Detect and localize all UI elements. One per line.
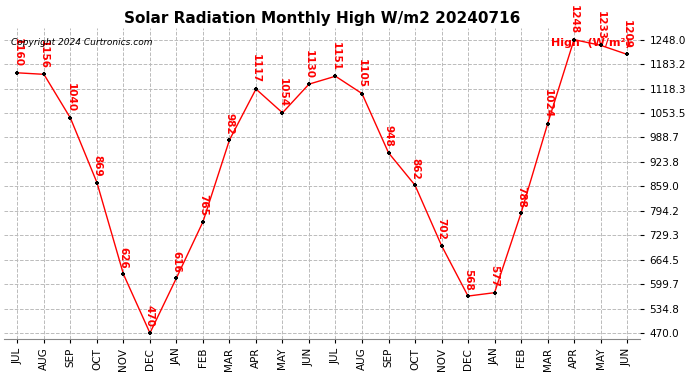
Point: [462, 293, 473, 299]
Text: 788: 788: [516, 186, 526, 207]
Point: [91, 180, 102, 186]
Point: [144, 330, 155, 336]
Text: 1156: 1156: [39, 40, 49, 69]
Text: Copyright 2024 Curtronics.com: Copyright 2024 Curtronics.com: [10, 38, 152, 46]
Point: [12, 70, 23, 76]
Point: [383, 150, 394, 156]
Point: [171, 275, 182, 281]
Text: High  (W/m²): High (W/m²): [551, 38, 631, 48]
Point: [409, 182, 420, 188]
Point: [569, 37, 580, 43]
Text: 1054: 1054: [277, 78, 288, 107]
Text: 1024: 1024: [542, 89, 553, 118]
Point: [489, 290, 500, 296]
Point: [250, 86, 262, 92]
Text: 765: 765: [198, 194, 208, 216]
Point: [224, 137, 235, 143]
Point: [515, 210, 526, 216]
Text: 702: 702: [437, 218, 446, 240]
Point: [330, 73, 341, 79]
Point: [65, 115, 76, 121]
Text: 568: 568: [463, 269, 473, 291]
Point: [118, 271, 129, 277]
Point: [542, 121, 553, 127]
Text: 982: 982: [224, 113, 235, 134]
Text: 869: 869: [92, 155, 102, 177]
Title: Solar Radiation Monthly High W/m2 20240716: Solar Radiation Monthly High W/m2 202407…: [124, 11, 520, 26]
Point: [357, 90, 368, 96]
Point: [197, 219, 208, 225]
Point: [304, 81, 315, 87]
Point: [622, 51, 633, 57]
Point: [39, 71, 50, 77]
Text: 1248: 1248: [569, 5, 579, 34]
Text: 1105: 1105: [357, 59, 367, 88]
Text: 1160: 1160: [12, 38, 22, 67]
Point: [595, 42, 606, 48]
Text: 1040: 1040: [66, 83, 75, 112]
Text: 1151: 1151: [331, 42, 340, 70]
Text: 626: 626: [119, 247, 128, 268]
Text: 1233: 1233: [595, 11, 606, 40]
Point: [436, 243, 447, 249]
Text: 1209: 1209: [622, 20, 632, 49]
Text: 577: 577: [489, 265, 500, 287]
Text: 1117: 1117: [251, 54, 261, 84]
Text: 616: 616: [171, 251, 181, 272]
Text: 862: 862: [410, 158, 420, 180]
Text: 1130: 1130: [304, 50, 314, 79]
Point: [277, 110, 288, 116]
Text: 948: 948: [384, 126, 393, 147]
Text: 470: 470: [145, 306, 155, 327]
